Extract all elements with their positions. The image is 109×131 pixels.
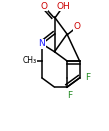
Text: N: N [39, 39, 45, 48]
Text: F: F [67, 91, 72, 100]
Text: O: O [40, 2, 47, 11]
Text: O: O [74, 22, 81, 31]
Text: CH₃: CH₃ [22, 56, 37, 65]
Text: F: F [85, 73, 90, 82]
Text: OH: OH [57, 2, 71, 11]
